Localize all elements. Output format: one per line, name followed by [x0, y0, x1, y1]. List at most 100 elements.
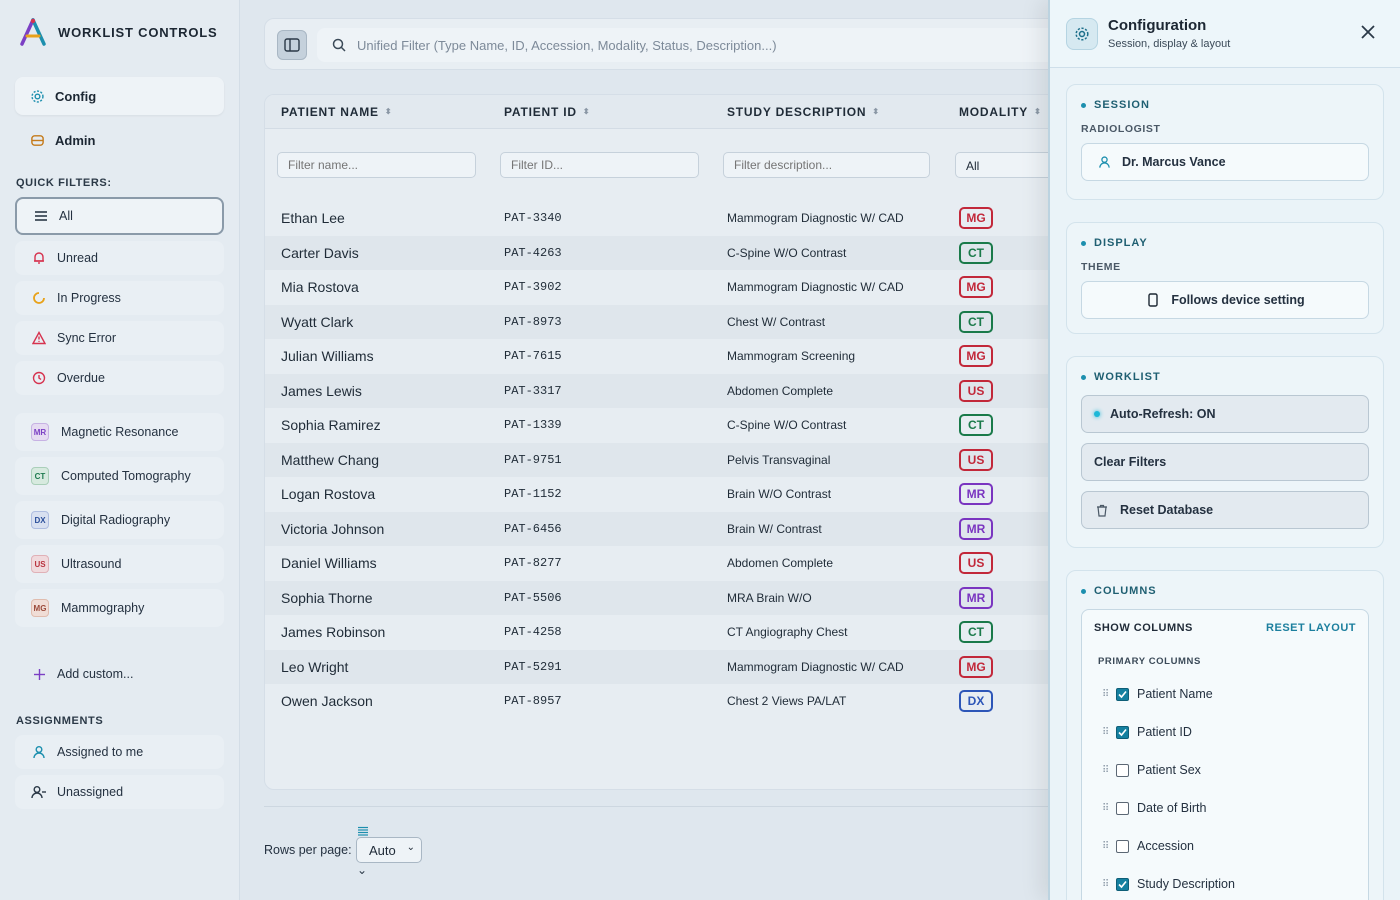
- table-row[interactable]: Daniel Williams PAT-8277 Abdomen Complete U…: [265, 546, 1393, 581]
- drag-handle-icon[interactable]: ⠿: [1102, 878, 1109, 890]
- drag-handle-icon[interactable]: ⠿: [1102, 764, 1109, 776]
- modality-item-dx[interactable]: DX Digital Radiography: [15, 501, 224, 539]
- worklist-card: WORKLIST Auto-Refresh: ON Clear Filters …: [1066, 356, 1384, 548]
- drag-handle-icon[interactable]: ⠿: [1102, 802, 1109, 814]
- table-row[interactable]: Logan Rostova PAT-1152 Brain W/O Contrast M…: [265, 477, 1393, 512]
- cell-study-description: Pelvis Transvaginal: [727, 452, 831, 467]
- quick-filter-overdue[interactable]: Overdue: [15, 361, 224, 395]
- column-toggle-item[interactable]: ⠿ Study Description: [1094, 865, 1356, 900]
- column-checkbox[interactable]: [1116, 687, 1129, 701]
- cell-patient-id: PAT-3902: [504, 280, 562, 295]
- cell-modality: CT: [943, 310, 1043, 333]
- phone-icon: [1145, 292, 1161, 308]
- quick-filter-label: In Progress: [57, 291, 121, 305]
- cell-patient-name: Logan Rostova: [281, 486, 376, 503]
- filter-row: All: [265, 129, 1393, 201]
- cell-patient-id: PAT-5506: [504, 590, 562, 605]
- cell-study-description: C-Spine W/O Contrast: [727, 245, 847, 260]
- unassigned[interactable]: Unassigned: [15, 775, 224, 809]
- column-toggle-item[interactable]: ⠿ Date of Birth: [1094, 789, 1356, 827]
- column-checkbox[interactable]: [1116, 763, 1129, 777]
- cell-study-description: Brain W/ Contrast: [727, 521, 822, 536]
- column-checkbox[interactable]: [1116, 877, 1129, 891]
- bell-icon: [31, 250, 47, 266]
- column-checkbox[interactable]: [1116, 801, 1129, 815]
- add-custom-button[interactable]: Add custom...: [15, 657, 224, 691]
- cell-modality: MG: [943, 345, 1043, 368]
- drag-handle-icon[interactable]: ⠿: [1102, 840, 1109, 852]
- filter-modality-select[interactable]: All: [955, 152, 1065, 178]
- theme-button[interactable]: Follows device setting: [1081, 281, 1369, 319]
- table-row[interactable]: Ethan Lee PAT-3340 Mammogram Diagnostic W/…: [265, 201, 1393, 236]
- clear-filters-button[interactable]: Clear Filters: [1081, 443, 1369, 481]
- quick-filter-in-progress[interactable]: In Progress: [15, 281, 224, 315]
- close-button[interactable]: [1360, 24, 1378, 42]
- filter-description-input[interactable]: [723, 152, 930, 178]
- cell-study-description: Abdomen Complete: [727, 556, 834, 571]
- sidebar-toggle-button[interactable]: [277, 30, 307, 60]
- column-toggle-item[interactable]: ⠿ Patient Sex: [1094, 751, 1356, 789]
- header-patient-id[interactable]: PATIENT ID ⬍: [488, 105, 711, 119]
- table-row[interactable]: James Robinson PAT-4258 CT Angiography Che…: [265, 615, 1393, 650]
- column-toggle-item[interactable]: ⠿ Patient Name: [1094, 675, 1356, 713]
- session-title: SESSION: [1081, 99, 1369, 111]
- filter-name-input[interactable]: [277, 152, 476, 178]
- cell-patient-name: Wyatt Clark: [281, 313, 354, 330]
- rows-per-page-label: Rows per page:: [264, 843, 352, 857]
- column-checkbox[interactable]: [1116, 839, 1129, 853]
- quick-filter-unread[interactable]: Unread: [15, 241, 224, 275]
- modality-item-mr[interactable]: MR Magnetic Resonance: [15, 413, 224, 451]
- cell-patient-id: PAT-3340: [504, 211, 562, 226]
- nav-config-label: Config: [55, 88, 97, 104]
- auto-refresh-toggle[interactable]: Auto-Refresh: ON: [1081, 395, 1369, 433]
- modality-item-us[interactable]: US Ultrasound: [15, 545, 224, 583]
- display-title: DISPLAY: [1081, 237, 1369, 249]
- pagination-bar: Rows per page: Auto ⌄ ⌄: [264, 806, 1394, 877]
- modality-item-ct[interactable]: CT Computed Tomography: [15, 457, 224, 495]
- cell-patient-name: James Lewis: [281, 382, 362, 399]
- theme-value: Follows device setting: [1171, 293, 1305, 307]
- filter-id-input[interactable]: [500, 152, 699, 178]
- assigned-to-me[interactable]: Assigned to me: [15, 735, 224, 769]
- cell-patient-id: PAT-4258: [504, 625, 562, 640]
- table-row[interactable]: Sophia Ramirez PAT-1339 C-Spine W/O Contra…: [265, 408, 1393, 443]
- drag-handle-icon[interactable]: ⠿: [1102, 688, 1109, 700]
- nav-config[interactable]: Config: [15, 77, 224, 115]
- header-patient-name[interactable]: PATIENT NAME ⬍: [265, 105, 488, 119]
- modality-item-mg[interactable]: MG Mammography: [15, 589, 224, 627]
- cell-patient-id: PAT-3317: [504, 383, 562, 398]
- column-toggle-item[interactable]: ⠿ Accession: [1094, 827, 1356, 865]
- cell-patient-id: PAT-1339: [504, 418, 562, 433]
- quick-filter-all[interactable]: All: [15, 197, 224, 235]
- table-row[interactable]: Owen Jackson PAT-8957 Chest 2 Views PA/LAT…: [265, 684, 1393, 719]
- column-checkbox[interactable]: [1116, 725, 1129, 739]
- column-toggle-item[interactable]: ⠿ Patient ID: [1094, 713, 1356, 751]
- header-study-description[interactable]: STUDY DESCRIPTION ⬍: [711, 105, 943, 119]
- header-label: PATIENT NAME: [281, 104, 379, 119]
- nav-admin[interactable]: Admin: [15, 121, 224, 159]
- modality-label: Computed Tomography: [61, 469, 191, 483]
- drag-handle-icon[interactable]: ⠿: [1102, 726, 1109, 738]
- clear-filters-label: Clear Filters: [1094, 455, 1167, 469]
- cell-modality: MG: [943, 276, 1043, 299]
- sort-icon: ⬍: [1034, 107, 1042, 116]
- worklist-title: WORKLIST: [1081, 371, 1369, 383]
- table-row[interactable]: Mia Rostova PAT-3902 Mammogram Diagnostic …: [265, 270, 1393, 305]
- unified-filter-input[interactable]: [357, 37, 1057, 53]
- status-dot-icon: [1094, 411, 1100, 417]
- quick-filter-label: Overdue: [57, 371, 105, 385]
- rows-per-page-select[interactable]: Auto ⌄: [356, 837, 422, 863]
- gear-icon: [29, 88, 45, 104]
- cell-modality: CT: [943, 621, 1043, 644]
- rows-per-page-value: Auto: [369, 843, 396, 858]
- quick-filter-sync-error[interactable]: Sync Error: [15, 321, 224, 355]
- reset-database-button[interactable]: Reset Database: [1081, 491, 1369, 529]
- header-label: PATIENT ID: [504, 104, 577, 119]
- search-icon: [331, 37, 347, 53]
- table-row[interactable]: Julian Williams PAT-7615 Mammogram Screeni…: [265, 339, 1393, 374]
- radiologist-field[interactable]: Dr. Marcus Vance: [1081, 143, 1369, 181]
- reset-layout-button[interactable]: RESET LAYOUT: [1266, 622, 1356, 634]
- plus-icon: [31, 666, 47, 682]
- header-modality[interactable]: MODALITY ⬍: [943, 105, 1053, 119]
- user-icon: [31, 744, 47, 760]
